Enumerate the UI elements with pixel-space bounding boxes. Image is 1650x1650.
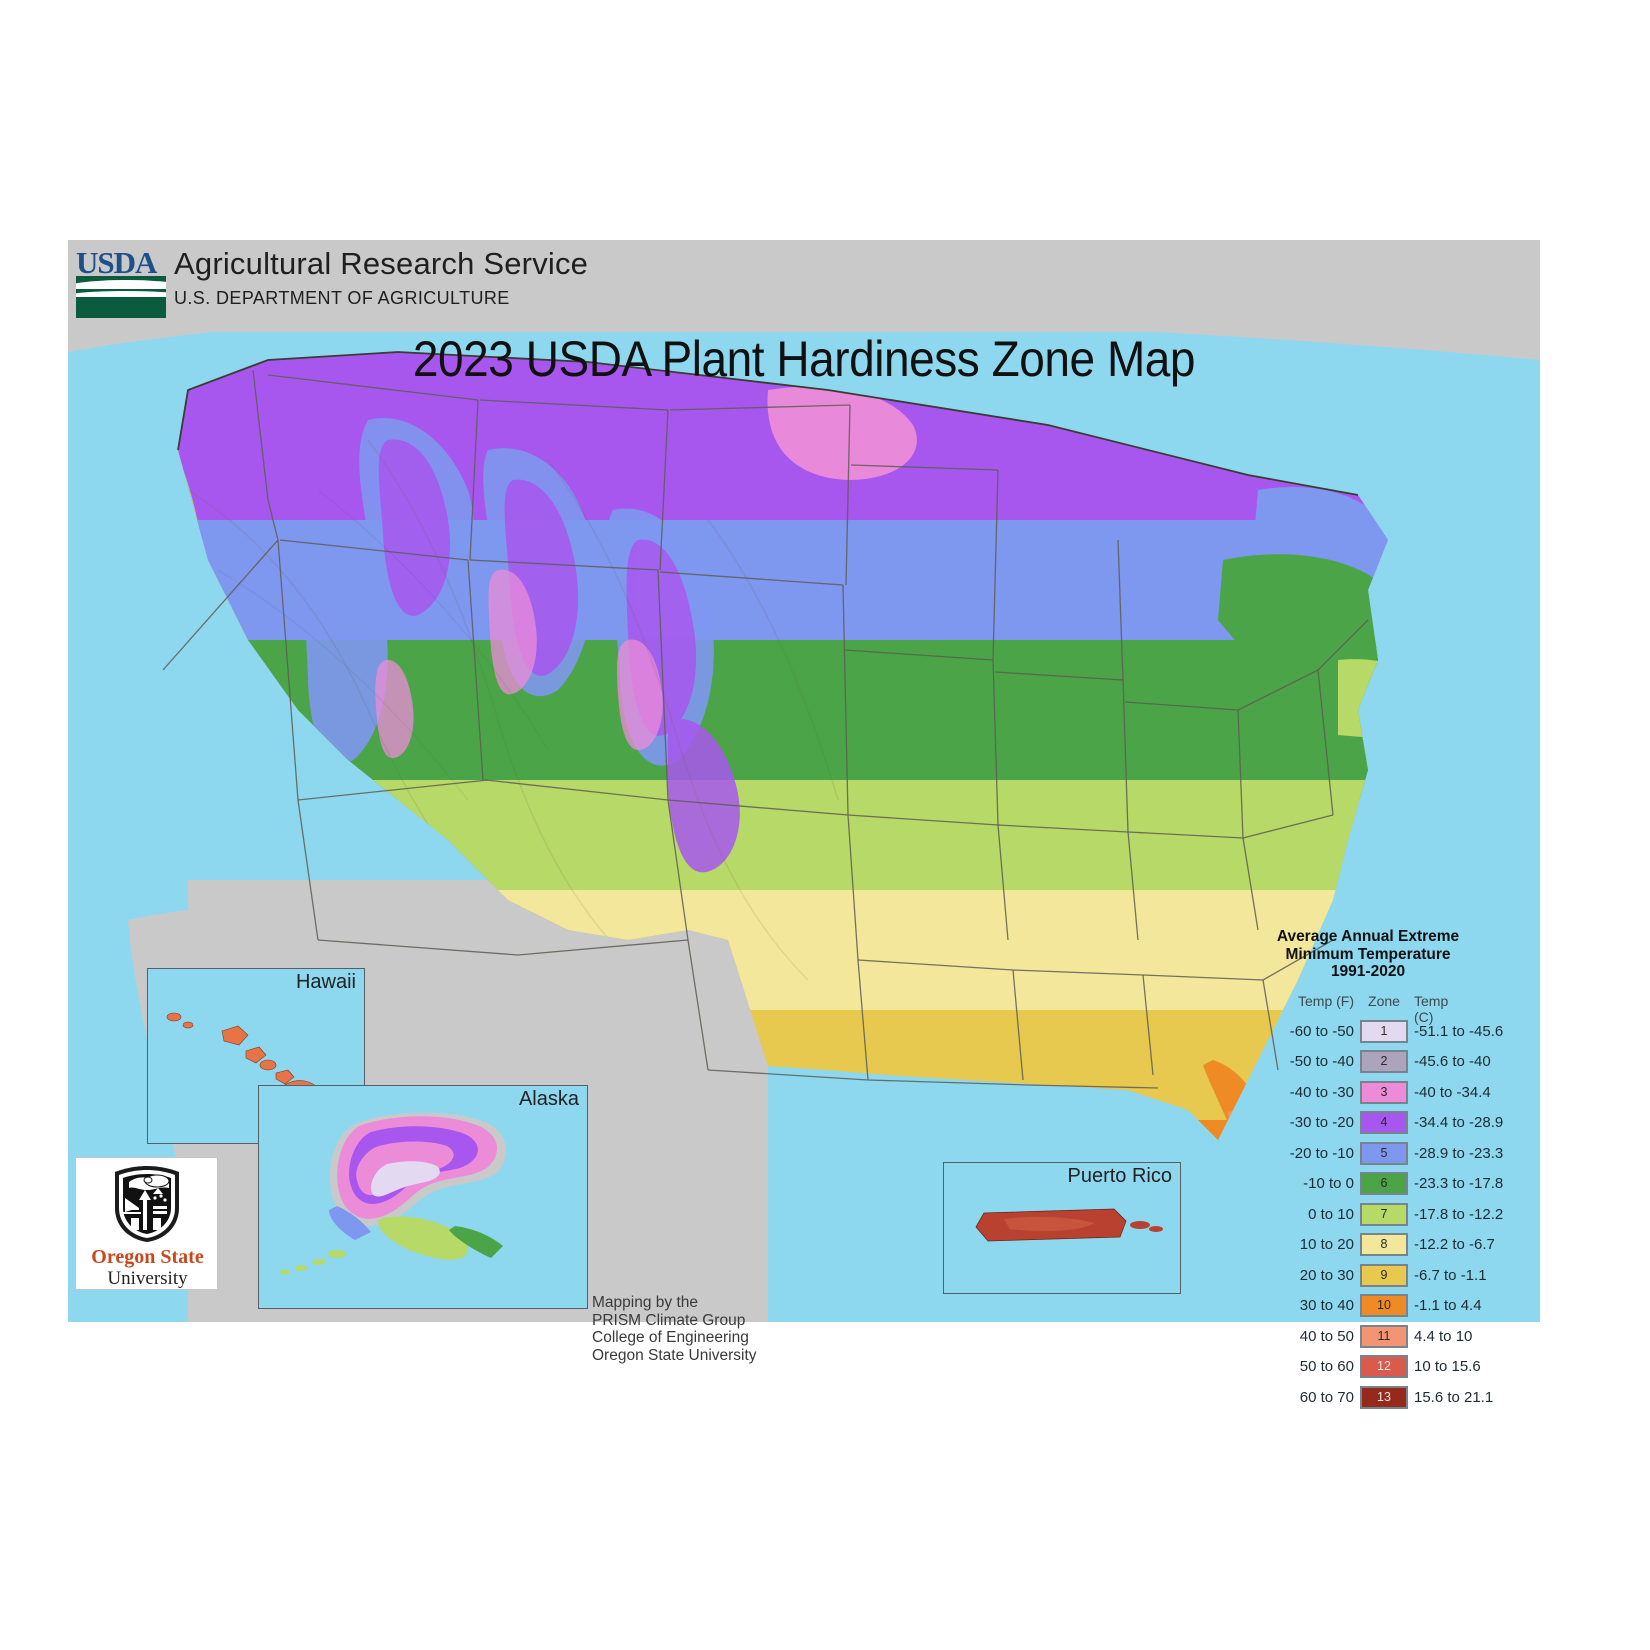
usda-header: USDA Agricultural Research Service U.S. … <box>68 240 1540 330</box>
legend-row[interactable]: 50 to 60 12 10 to 15.6 <box>1268 1354 1481 1385</box>
legend-temp-c: -28.9 to -23.3 <box>1414 1144 1504 1162</box>
legend-zone-swatch[interactable]: 3 <box>1360 1080 1408 1104</box>
usda-field-graphic <box>76 276 166 318</box>
inset-alaska[interactable]: Alaska <box>258 1085 588 1309</box>
legend-header-celsius: Temp (C) <box>1414 992 1449 1025</box>
inset-label-hawaii: Hawaii <box>295 971 356 993</box>
attribution-block: Mapping by the PRISM Climate Group Colle… <box>592 1294 757 1364</box>
legend-column-headers: Temp (F) Zone Temp (C) <box>1268 992 1468 1025</box>
legend-temp-c: -45.6 to -40 <box>1414 1053 1491 1070</box>
legend-zone-swatch[interactable]: 5 <box>1360 1141 1408 1165</box>
legend-zone-swatch[interactable]: 8 <box>1360 1233 1408 1256</box>
legend-temp-f: 30 to 40 <box>1299 1297 1354 1314</box>
legend-temp-f: 60 to 70 <box>1299 1388 1354 1406</box>
legend-row[interactable]: -60 to -50 1 -51.1 to -45.6 <box>1268 1019 1503 1050</box>
legend-title-line3: 1991-2020 <box>1330 963 1406 980</box>
oregon-state-university-logo: Oregon State University <box>75 1157 218 1290</box>
legend-temp-f: -40 to -30 <box>1289 1083 1354 1101</box>
legend-header-fahrenheit: Temp (F) <box>1298 992 1354 1009</box>
legend-temp-c: 15.6 to 21.1 <box>1414 1388 1494 1406</box>
usda-wordmark: USDA <box>76 245 157 280</box>
attribution-line-1: Mapping by the <box>592 1294 698 1311</box>
legend-temp-f: -50 to -40 <box>1289 1053 1354 1070</box>
inset-label-alaska: Alaska <box>518 1088 579 1110</box>
agency-name: Agricultural Research Service <box>174 246 589 281</box>
legend-header-zone: Zone <box>1368 992 1400 1009</box>
legend-temp-c: -1.1 to 4.4 <box>1414 1297 1482 1314</box>
legend-zone-swatch[interactable]: 13 <box>1360 1385 1408 1409</box>
legend-row[interactable]: 20 to 30 9 -6.7 to -1.1 <box>1268 1263 1487 1294</box>
department-name: U.S. DEPARTMENT OF AGRICULTURE <box>174 288 510 308</box>
legend-temp-c: -51.1 to -45.6 <box>1414 1022 1504 1040</box>
osu-name-line2: University <box>107 1268 188 1289</box>
attribution-line-3: College of Engineering <box>592 1329 749 1346</box>
attribution-line-4: Oregon State University <box>592 1346 757 1364</box>
legend-row[interactable]: -20 to -10 5 -28.9 to -23.3 <box>1268 1141 1503 1172</box>
legend-row[interactable]: 40 to 50 11 4.4 to 10 <box>1268 1324 1472 1355</box>
legend-title-line1: Average Annual Extreme <box>1276 928 1460 945</box>
legend-temp-c: -17.8 to -12.2 <box>1414 1205 1504 1223</box>
puerto-rico-svg <box>975 1208 1163 1242</box>
legend-temp-c: -6.7 to -1.1 <box>1414 1266 1487 1284</box>
legend-temp-f: 40 to 50 <box>1299 1327 1354 1345</box>
legend-temp-c: -40 to -34.4 <box>1414 1083 1491 1101</box>
legend-zone-swatch[interactable]: 12 <box>1360 1355 1408 1378</box>
legend-row[interactable]: 60 to 70 13 15.6 to 21.1 <box>1268 1385 1493 1416</box>
alaska-svg <box>280 1112 507 1275</box>
legend-row[interactable]: 0 to 10 7 -17.8 to -12.2 <box>1268 1202 1503 1233</box>
osu-name-line1: Oregon State <box>91 1246 204 1268</box>
legend-temp-f: 10 to 20 <box>1299 1236 1354 1253</box>
legend-zone-swatch[interactable]: 1 <box>1360 1019 1408 1043</box>
legend-zone-swatch[interactable]: 10 <box>1360 1294 1408 1317</box>
legend-row[interactable]: -40 to -30 3 -40 to -34.4 <box>1268 1080 1491 1111</box>
legend-row[interactable]: -30 to -20 4 -34.4 to -28.9 <box>1268 1110 1503 1141</box>
attribution-line-2: PRISM Climate Group <box>592 1311 746 1329</box>
legend-zone-swatch[interactable]: 11 <box>1360 1324 1408 1348</box>
legend-temp-f: 0 to 10 <box>1308 1205 1354 1223</box>
legend-temp-f: 50 to 60 <box>1299 1358 1354 1375</box>
page-title: 2023 USDA Plant Hardiness Zone Map <box>412 331 1196 387</box>
legend-zone-swatch[interactable]: 7 <box>1360 1202 1408 1226</box>
beaver-crest-icon <box>115 1166 179 1242</box>
inset-label-puerto-rico: Puerto Rico <box>1067 1165 1173 1187</box>
inset-puerto-rico[interactable]: Puerto Rico <box>943 1162 1181 1294</box>
legend-temp-c: -12.2 to -6.7 <box>1414 1236 1495 1253</box>
legend-temp-c: -34.4 to -28.9 <box>1414 1114 1504 1131</box>
legend-temp-c: -23.3 to -17.8 <box>1414 1175 1504 1192</box>
legend-rows: -60 to -50 1 -51.1 to -45.6 -50 to -40 2 -45.… <box>1268 1019 1503 1416</box>
legend-temp-f: -30 to -20 <box>1289 1114 1354 1131</box>
legend-row[interactable]: 30 to 40 10 -1.1 to 4.4 <box>1268 1293 1482 1324</box>
legend-zone-swatch[interactable]: 2 <box>1360 1050 1408 1073</box>
legend-temp-f: -10 to 0 <box>1303 1175 1354 1192</box>
legend-zone-swatch[interactable]: 4 <box>1360 1111 1408 1134</box>
usda-logo-icon: USDA <box>76 245 166 318</box>
legend-title-line2: Minimum Temperature <box>1285 945 1451 963</box>
legend-row[interactable]: 10 to 20 8 -12.2 to -6.7 <box>1268 1232 1495 1263</box>
map-canvas[interactable]: Hawaii Alaska <box>68 240 1540 1322</box>
legend: Average Annual Extreme Minimum Temperatu… <box>1268 928 1503 1416</box>
state-boundaries <box>162 369 1369 1089</box>
legend-temp-f: 20 to 30 <box>1299 1266 1354 1284</box>
legend-zone-swatch[interactable]: 6 <box>1360 1172 1408 1195</box>
legend-row[interactable]: -50 to -40 2 -45.6 to -40 <box>1268 1049 1491 1080</box>
legend-temp-c: 10 to 15.6 <box>1414 1358 1481 1375</box>
legend-temp-f: -20 to -10 <box>1289 1144 1354 1162</box>
national-outline <box>177 351 1359 496</box>
legend-zone-swatch[interactable]: 9 <box>1360 1263 1408 1287</box>
legend-temp-c: 4.4 to 10 <box>1414 1327 1473 1345</box>
legend-row[interactable]: -10 to 0 6 -23.3 to -17.8 <box>1268 1171 1503 1202</box>
legend-temp-f: -60 to -50 <box>1289 1022 1354 1040</box>
legend-title: Average Annual Extreme Minimum Temperatu… <box>1268 928 1468 981</box>
